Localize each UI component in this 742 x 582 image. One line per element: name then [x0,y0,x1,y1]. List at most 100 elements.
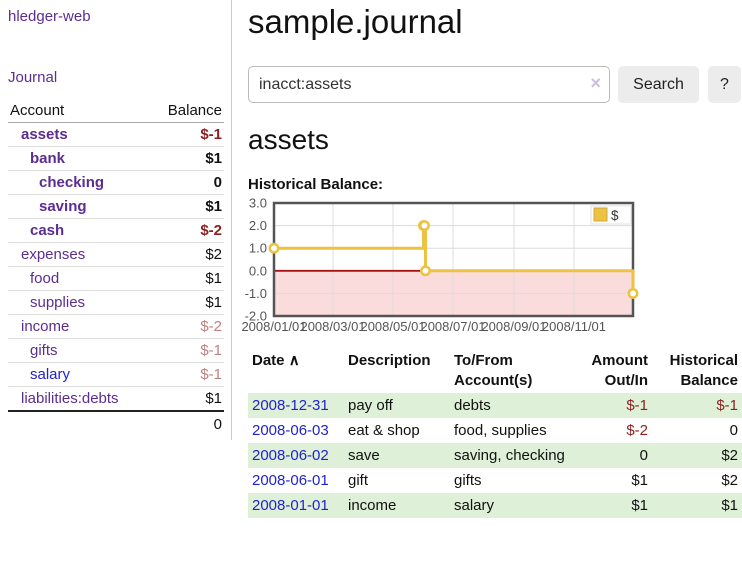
sidebar-account-link-income[interactable]: income [21,318,70,335]
transaction-historical-balance: $1 [721,497,738,515]
sidebar-account-link-gifts[interactable]: gifts [30,342,58,359]
sidebar-account-link-cash[interactable]: cash [30,222,65,239]
sidebar-account-link-expenses[interactable]: expenses [21,246,86,263]
transaction-date-link[interactable]: 2008-06-01 [252,472,329,490]
account-row: saving $1 [8,194,224,219]
transaction-description: eat & shop [348,422,420,440]
svg-text:2008/01/01: 2008/01/01 [241,319,306,334]
svg-text:$: $ [611,208,619,223]
page: hledger-web Journal Account Balance asse… [0,0,742,519]
account-balance: $1 [150,146,224,171]
account-row: checking 0 [8,170,224,195]
svg-text:2.0: 2.0 [249,218,267,233]
transaction-historical-balance: $2 [721,472,738,490]
transaction-description: save [348,447,380,465]
help-button[interactable]: ? [708,66,741,104]
sidebar-account-link-food[interactable]: food [30,270,60,287]
account-balance: $-2 [150,218,224,243]
accounts-table-header: Account Balance [8,99,224,123]
register-table: Date ∧ Description To/From Account(s) Am… [248,349,742,519]
transaction-tofrom-accounts: gifts [454,472,482,490]
account-balance: $1 [150,266,224,291]
account-row: salary $-1 [8,362,224,387]
transaction-row: 2008-06-01 gift gifts $1 $2 [248,468,742,493]
app-title-link[interactable]: hledger-web [8,8,91,25]
svg-text:-1.0: -1.0 [245,286,267,301]
account-balance: $1 [150,194,224,219]
sidebar-account-link-liabilities-debts[interactable]: liabilities:debts [21,390,119,407]
transaction-tofrom-accounts: food, supplies [454,422,547,440]
svg-text:2008/07/01: 2008/07/01 [420,319,485,334]
historical-balance-chart: $3.0 2.0 1.0 0.0 -1.0 -2.02008/01/012008/03/0… [241,196,639,334]
transaction-tofrom-accounts: saving, checking [454,447,565,465]
account-balance: $1 [150,386,224,411]
sidebar-account-link-checking[interactable]: checking [39,174,105,191]
account-row: assets $-1 [8,123,224,147]
account-balance: $1 [150,290,224,315]
description-column-header: Description [348,352,431,370]
svg-text:2008/11/01: 2008/11/01 [542,319,606,334]
transaction-historical-balance: 0 [729,422,738,440]
transaction-date-link[interactable]: 2008-06-02 [252,447,329,465]
transaction-row: 2008-12-31 pay off debts $-1 $-1 [248,393,742,419]
account-row: income $-2 [8,314,224,339]
account-row: cash $-2 [8,218,224,243]
transaction-amount: $-1 [626,397,648,415]
account-row: liabilities:debts $1 [8,386,224,411]
sidebar-account-link-supplies[interactable]: supplies [30,294,86,311]
svg-text:1.0: 1.0 [249,241,267,256]
account-balance: 0 [150,170,224,195]
sidebar-account-link-bank[interactable]: bank [30,150,66,167]
transaction-date-link[interactable]: 2008-06-03 [252,422,329,440]
account-balance: $2 [150,242,224,267]
transaction-tofrom-accounts: salary [454,497,495,515]
svg-text:0.0: 0.0 [249,263,267,278]
transaction-historical-balance: $2 [721,447,738,465]
svg-text:2008/03/01: 2008/03/01 [300,319,365,334]
main-content: sample.journal × Search ? assets Histori… [241,0,742,519]
account-row: supplies $1 [8,290,224,315]
clear-search-icon[interactable]: × [590,73,601,94]
transaction-amount: $1 [631,497,648,515]
svg-text:-2.0: -2.0 [245,309,267,324]
accounts-balance-table: Account Balance assets $-1 bank $1 checking 0… [8,99,224,437]
search-button[interactable]: Search [618,66,699,104]
transaction-amount: $-2 [626,422,648,440]
search-input[interactable] [248,66,610,104]
svg-text:3.0: 3.0 [249,196,267,211]
balance-column-header: Historical Balance [669,352,738,390]
sidebar-account-link-saving[interactable]: saving [39,198,87,215]
page-title: sample.journal [248,3,463,40]
date-column-header: Date ∧ [252,352,300,370]
tofrom-column-header: To/From Account(s) [454,352,533,390]
account-row: food $1 [8,266,224,291]
sidebar-divider [231,0,232,440]
transaction-date-link[interactable]: 2008-12-31 [252,397,329,415]
account-balance: $-2 [150,314,224,339]
account-row: gifts $-1 [8,338,224,363]
accounts-total-value: 0 [150,410,224,437]
sidebar-account-link-assets[interactable]: assets [21,126,68,143]
sidebar: hledger-web Journal Account Balance asse… [0,0,232,518]
transaction-row: 2008-06-03 eat & shop food, supplies $-2 0 [248,418,742,443]
sidebar-account-link-salary[interactable]: salary [30,366,71,383]
transaction-amount: $1 [631,472,648,490]
account-row: expenses $2 [8,242,224,267]
sort-ascending-icon: ∧ [288,352,300,370]
transaction-date-link[interactable]: 2008-01-01 [252,497,329,515]
account-column-header: Account [8,99,151,123]
transaction-row: 2008-06-02 save saving, checking 0 $2 [248,443,742,469]
transaction-description: income [348,497,397,515]
account-heading: assets [248,124,329,156]
register-table-header: Date ∧ Description To/From Account(s) Am… [248,349,742,393]
accounts-total-row: 0 [8,410,224,437]
transaction-description: gift [348,472,369,490]
account-balance: $-1 [200,126,222,143]
sidebar-item-journal[interactable]: Journal [8,69,58,86]
transaction-tofrom-accounts: debts [454,397,491,415]
transaction-row: 2008-01-01 income salary $1 $1 [248,493,742,519]
amount-column-header: Amount Out/In [591,352,648,390]
svg-text:2008/05/01: 2008/05/01 [360,319,425,334]
balance-column-header: Balance [150,99,224,123]
transaction-description: pay off [348,397,393,415]
